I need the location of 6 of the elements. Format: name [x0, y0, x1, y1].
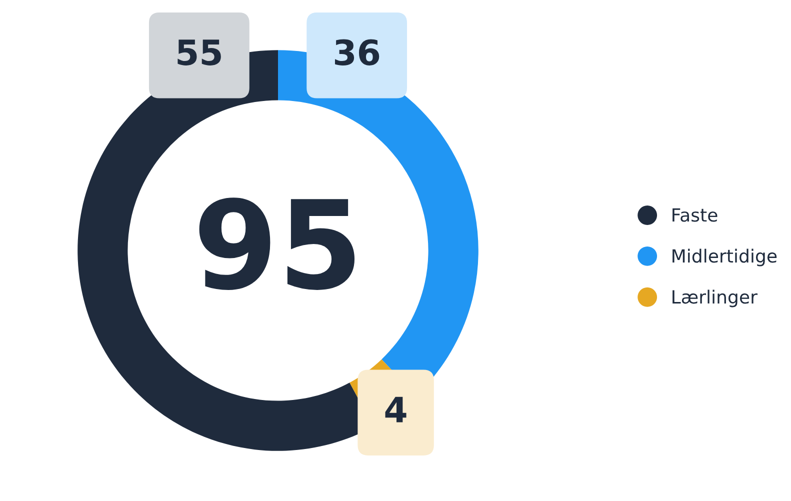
- legend-label: Midlertidige: [672, 248, 777, 266]
- data-label: 36: [334, 39, 380, 66]
- legend-label: Lærlinger: [672, 290, 758, 308]
- data-label: 55: [178, 40, 221, 66]
- legend-label: Faste: [672, 208, 718, 222]
- text: 95: [199, 198, 355, 290]
